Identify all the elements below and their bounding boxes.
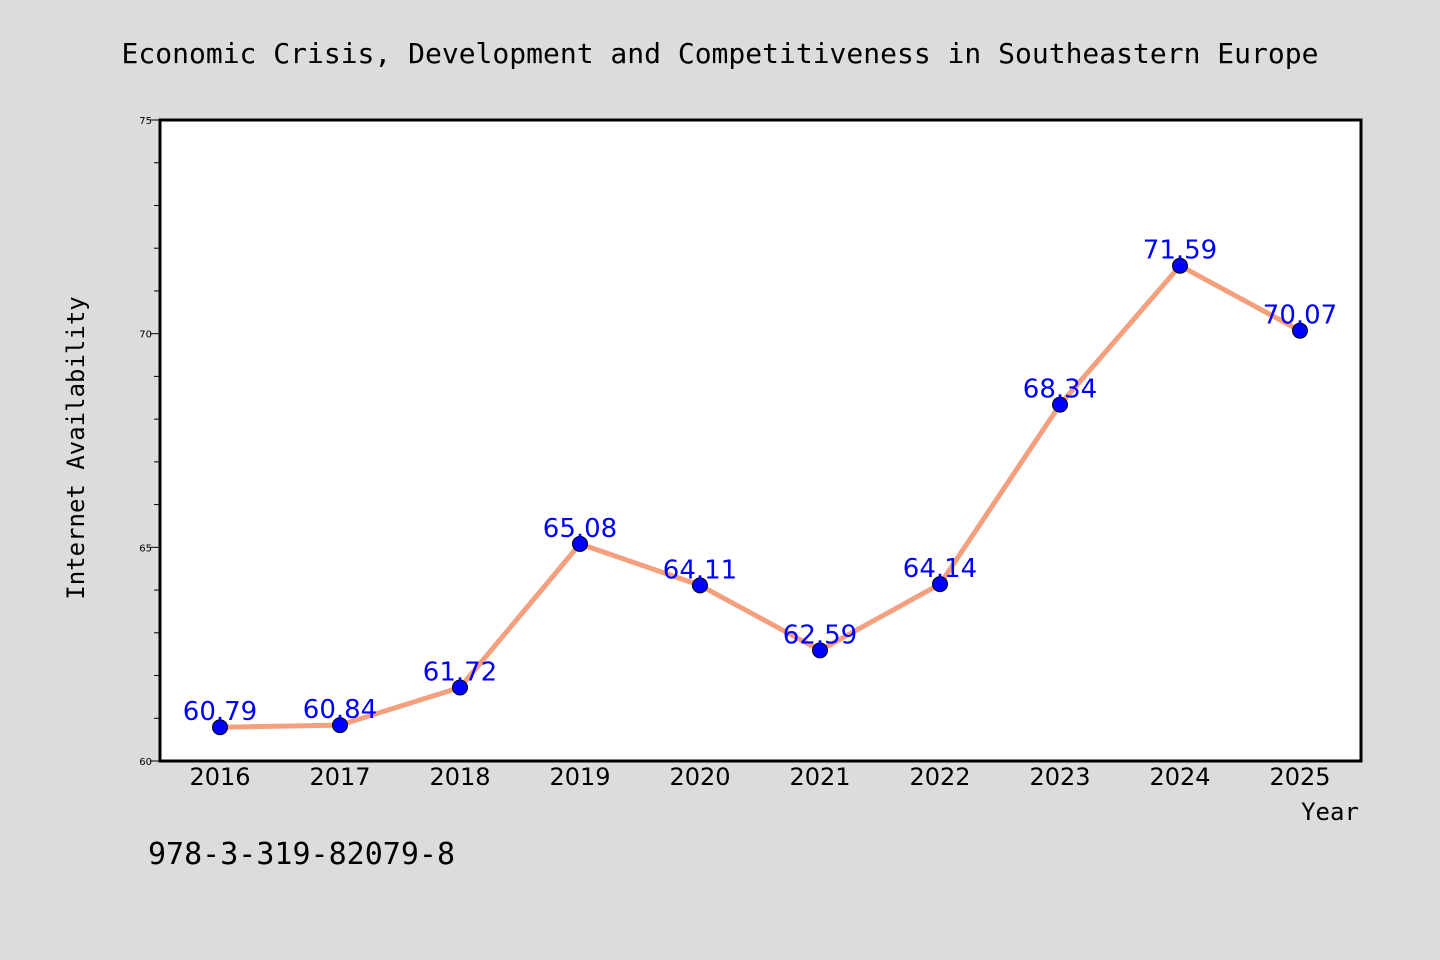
plot-area bbox=[160, 120, 1361, 761]
x-tick-label: 2020 bbox=[669, 763, 730, 791]
chart-title: Economic Crisis, Development and Competi… bbox=[122, 37, 1319, 70]
isbn-text: 978-3-319-82079-8 bbox=[148, 837, 455, 872]
data-label: 62.59 bbox=[783, 620, 857, 650]
data-label: 65.08 bbox=[543, 514, 617, 544]
series-line bbox=[217, 263, 1303, 730]
data-labels: 60.79 60.84 61.72 65.08 64.11 62.59 64.14 68.34… bbox=[183, 236, 1337, 728]
plot-frame bbox=[158, 118, 1363, 763]
data-point-marker bbox=[1172, 257, 1188, 274]
x-tick-label: 2022 bbox=[909, 763, 970, 791]
x-tick-label: 2016 bbox=[189, 763, 250, 791]
x-tick-label: 2023 bbox=[1029, 763, 1090, 791]
data-label: 60.84 bbox=[303, 695, 377, 725]
x-tick-label: 2021 bbox=[789, 763, 850, 791]
data-label: 64.14 bbox=[903, 554, 977, 584]
data-point-marker bbox=[692, 577, 708, 594]
x-tick-label: 2019 bbox=[549, 763, 610, 791]
y-axis-tick-labels: 60 65 70 75 bbox=[139, 116, 152, 768]
data-point-marker bbox=[332, 717, 348, 734]
data-point-marker bbox=[212, 719, 228, 736]
y-tick-label: 65 bbox=[139, 543, 152, 554]
x-tick-label: 2018 bbox=[429, 763, 490, 791]
data-point-marker bbox=[1052, 396, 1068, 413]
x-axis-tick-labels: 2016 2017 2018 2019 2020 2021 2022 2023 2024 2025 bbox=[189, 763, 1330, 791]
data-point-marker bbox=[932, 576, 948, 593]
data-label: 71.59 bbox=[1143, 236, 1217, 266]
y-tick-label: 75 bbox=[139, 116, 152, 127]
data-point-marker bbox=[572, 535, 588, 552]
data-label: 60.79 bbox=[183, 697, 257, 727]
y-tick-label: 70 bbox=[139, 330, 152, 341]
data-point-marker bbox=[452, 679, 468, 696]
x-axis-label: Year bbox=[1301, 798, 1359, 826]
x-tick-label: 2017 bbox=[309, 763, 370, 791]
x-tick-label: 2025 bbox=[1269, 763, 1330, 791]
y-axis-label: Internet Availability bbox=[62, 296, 90, 599]
data-markers bbox=[212, 257, 1308, 736]
y-tick-label: 60 bbox=[139, 757, 152, 768]
data-point-marker bbox=[812, 642, 828, 659]
x-tick-label: 2024 bbox=[1149, 763, 1210, 791]
data-point-marker bbox=[1292, 322, 1308, 339]
data-label: 64.11 bbox=[663, 555, 737, 585]
data-label: 61.72 bbox=[423, 657, 497, 687]
data-label: 70.07 bbox=[1263, 301, 1337, 331]
data-label: 68.34 bbox=[1023, 375, 1097, 405]
